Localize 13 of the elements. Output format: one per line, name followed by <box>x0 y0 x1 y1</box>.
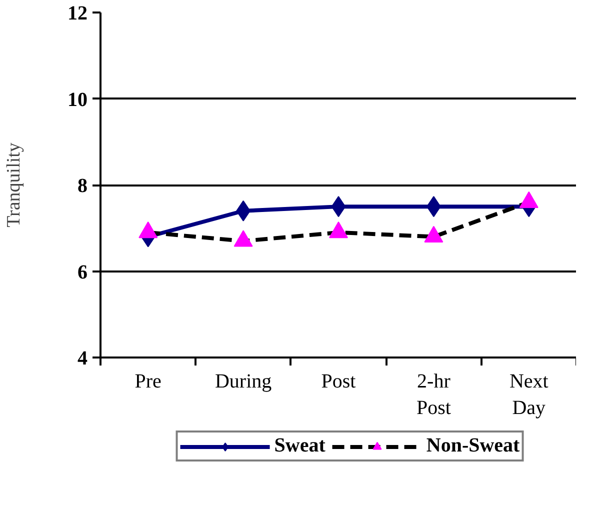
legend-label: Sweat <box>274 434 326 458</box>
y-tick-label: 4 <box>78 348 88 370</box>
x-tick-label: During <box>214 370 272 392</box>
x-tick-label: 2-hr Post <box>416 370 452 419</box>
x-tick-label: Pre <box>134 370 162 392</box>
y-tick-label: 10 <box>68 88 88 111</box>
x-tick-label: Next Day <box>509 370 549 419</box>
y-axis-title: Tranquility <box>4 142 24 228</box>
y-tick-label: 8 <box>78 175 88 197</box>
legend-label: Non-Sweat <box>426 434 520 458</box>
y-tick-label: 6 <box>78 261 88 284</box>
x-tick-label: Post <box>321 370 356 392</box>
y-tick-label: 12 <box>68 2 88 24</box>
